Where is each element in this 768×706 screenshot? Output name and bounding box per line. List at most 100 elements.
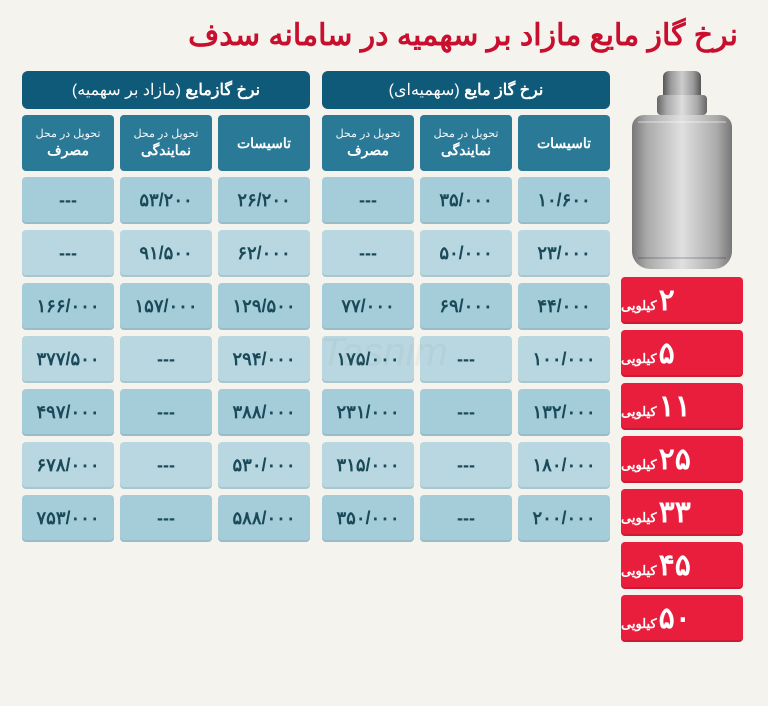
price-cell: ---	[120, 389, 212, 436]
price-cell: ---	[322, 177, 414, 224]
col-header-line1: تحویل در محل	[336, 127, 401, 141]
table-row: ۱۲۹/۵۰۰۱۵۷/۰۰۰۱۶۶/۰۰۰	[22, 283, 310, 330]
data-rows-left: ۲۶/۲۰۰۵۳/۲۰۰---۶۲/۰۰۰۹۱/۵۰۰---۱۲۹/۵۰۰۱۵۷…	[22, 177, 310, 542]
column-header: تحویل در محلمصرف	[22, 115, 114, 171]
main-title: نرخ گاز مایع مازاد بر سهمیه در سامانه سد…	[22, 18, 746, 53]
price-cell: ---	[120, 442, 212, 489]
table-row: ۱۳۲/۰۰۰---۲۳۱/۰۰۰	[322, 389, 610, 436]
weight-badges-list: ۲کیلویی۵کیلویی۱۱کیلویی۲۵کیلویی۳۳کیلویی۴۵…	[621, 277, 743, 642]
price-cell: ۹۱/۵۰۰	[120, 230, 212, 277]
col-header-line2: نمایندگی	[141, 141, 191, 159]
group-header-right: نرخ گاز مایع (سهمیه‌ای)	[322, 71, 610, 109]
col-header-line2: نمایندگی	[441, 141, 491, 159]
weight-badge: ۱۱کیلویی	[621, 383, 743, 430]
weight-number: ۲	[659, 277, 675, 324]
col-header-line1: تحویل در محل	[36, 127, 101, 141]
price-cell: ۳۵/۰۰۰	[420, 177, 512, 224]
table-row: ۲۰۰/۰۰۰---۳۵۰/۰۰۰	[322, 495, 610, 542]
weight-number: ۲۵	[659, 436, 691, 483]
weight-number: ۵۰	[659, 595, 691, 642]
column-header: تحویل در محلمصرف	[322, 115, 414, 171]
weight-unit: کیلویی	[621, 457, 657, 473]
price-cell: ۱۲۹/۵۰۰	[218, 283, 310, 330]
weight-badge: ۳۳کیلویی	[621, 489, 743, 536]
price-cell: ---	[420, 442, 512, 489]
table-row: ۲۳/۰۰۰۵۰/۰۰۰---	[322, 230, 610, 277]
price-cell: ۳۵۰/۰۰۰	[322, 495, 414, 542]
group-title-right-main: نرخ گاز مایع	[464, 82, 543, 99]
col-header-line1: تحویل در محل	[434, 127, 499, 141]
gas-cylinder-icon	[632, 71, 732, 269]
tables-area: نرخ گاز مایع (سهمیه‌ای) تاسیسات تحویل در …	[22, 71, 610, 542]
column-header: تحویل در محلنمایندگی	[420, 115, 512, 171]
price-cell: ۵۳/۲۰۰	[120, 177, 212, 224]
weight-unit: کیلویی	[621, 351, 657, 367]
price-cell: ---	[420, 389, 512, 436]
price-cell: ۱۶۶/۰۰۰	[22, 283, 114, 330]
weight-number: ۴۵	[659, 542, 691, 589]
price-cell: ۱۸۰/۰۰۰	[518, 442, 610, 489]
weight-number: ۱۱	[659, 383, 691, 430]
group-title-left-sub: (مازاد بر سهمیه)	[72, 82, 181, 99]
col-header-line2: مصرف	[47, 141, 89, 159]
column-header: تاسیسات	[218, 115, 310, 171]
col-headers-right: تاسیساتتحویل در محلنمایندگیتحویل در محلم…	[322, 115, 610, 171]
price-cell: ---	[120, 495, 212, 542]
table-row: ۱۸۰/۰۰۰---۳۱۵/۰۰۰	[322, 442, 610, 489]
weight-badge: ۴۵کیلویی	[621, 542, 743, 589]
price-cell: ۵۸۸/۰۰۰	[218, 495, 310, 542]
price-cell: ۵۰/۰۰۰	[420, 230, 512, 277]
weight-unit: کیلویی	[621, 510, 657, 526]
price-cell: ۱۷۵/۰۰۰	[322, 336, 414, 383]
table-row: ۱۰۰/۰۰۰---۱۷۵/۰۰۰	[322, 336, 610, 383]
col-header-line2: تاسیسات	[237, 134, 291, 152]
table-row: ۵۳۰/۰۰۰---۶۷۸/۰۰۰	[22, 442, 310, 489]
column-header: تحویل در محلنمایندگی	[120, 115, 212, 171]
price-cell: ۵۳۰/۰۰۰	[218, 442, 310, 489]
price-cell: ۲۳/۰۰۰	[518, 230, 610, 277]
price-cell: ۳۸۸/۰۰۰	[218, 389, 310, 436]
price-cell: ۲۶/۲۰۰	[218, 177, 310, 224]
col-header-line1: تحویل در محل	[134, 127, 199, 141]
price-cell: ---	[120, 336, 212, 383]
group-title-right-sub: (سهمیه‌ای)	[389, 82, 460, 99]
table-row: ۱۰/۶۰۰۳۵/۰۰۰---	[322, 177, 610, 224]
weight-unit: کیلویی	[621, 404, 657, 420]
price-cell: ۱۳۲/۰۰۰	[518, 389, 610, 436]
price-cell: ---	[420, 495, 512, 542]
col-header-line2: تاسیسات	[537, 134, 591, 152]
weight-number: ۵	[659, 330, 675, 377]
weight-badge: ۵۰کیلویی	[621, 595, 743, 642]
group-title-left-main: نرخ گازمایع	[185, 82, 260, 99]
weight-badge: ۲کیلویی	[621, 277, 743, 324]
group-header-left: نرخ گازمایع (مازاد بر سهمیه)	[22, 71, 310, 109]
price-cell: ۶۲/۰۰۰	[218, 230, 310, 277]
weight-unit: کیلویی	[621, 563, 657, 579]
price-cell: ---	[420, 336, 512, 383]
price-cell: ۲۰۰/۰۰۰	[518, 495, 610, 542]
price-cell: ۳۱۵/۰۰۰	[322, 442, 414, 489]
weight-badge: ۲۵کیلویی	[621, 436, 743, 483]
column-header: تاسیسات	[518, 115, 610, 171]
weight-badge: ۵کیلویی	[621, 330, 743, 377]
price-cell: ۷۵۳/۰۰۰	[22, 495, 114, 542]
col-header-line2: مصرف	[347, 141, 389, 159]
table-row: ۴۴/۰۰۰۶۹/۰۰۰۷۷/۰۰۰	[322, 283, 610, 330]
price-cell: ۱۰۰/۰۰۰	[518, 336, 610, 383]
table-left-surplus: نرخ گازمایع (مازاد بر سهمیه) تاسیسات تحوی…	[22, 71, 310, 542]
infographic-container: نرخ گاز مایع مازاد بر سهمیه در سامانه سد…	[0, 0, 768, 706]
weight-number: ۳۳	[659, 489, 691, 536]
price-cell: ۱۵۷/۰۰۰	[120, 283, 212, 330]
price-cell: ۴۴/۰۰۰	[518, 283, 610, 330]
table-right-quota: نرخ گاز مایع (سهمیه‌ای) تاسیسات تحویل در …	[322, 71, 610, 542]
data-rows-right: ۱۰/۶۰۰۳۵/۰۰۰---۲۳/۰۰۰۵۰/۰۰۰---۴۴/۰۰۰۶۹/۰…	[322, 177, 610, 542]
price-cell: ---	[22, 230, 114, 277]
price-cell: ۲۹۴/۰۰۰	[218, 336, 310, 383]
price-cell: ۳۷۷/۵۰۰	[22, 336, 114, 383]
price-cell: ---	[322, 230, 414, 277]
price-cell: ---	[22, 177, 114, 224]
price-cell: ۴۹۷/۰۰۰	[22, 389, 114, 436]
weight-unit: کیلویی	[621, 616, 657, 632]
table-row: ۲۹۴/۰۰۰---۳۷۷/۵۰۰	[22, 336, 310, 383]
price-cell: ۷۷/۰۰۰	[322, 283, 414, 330]
